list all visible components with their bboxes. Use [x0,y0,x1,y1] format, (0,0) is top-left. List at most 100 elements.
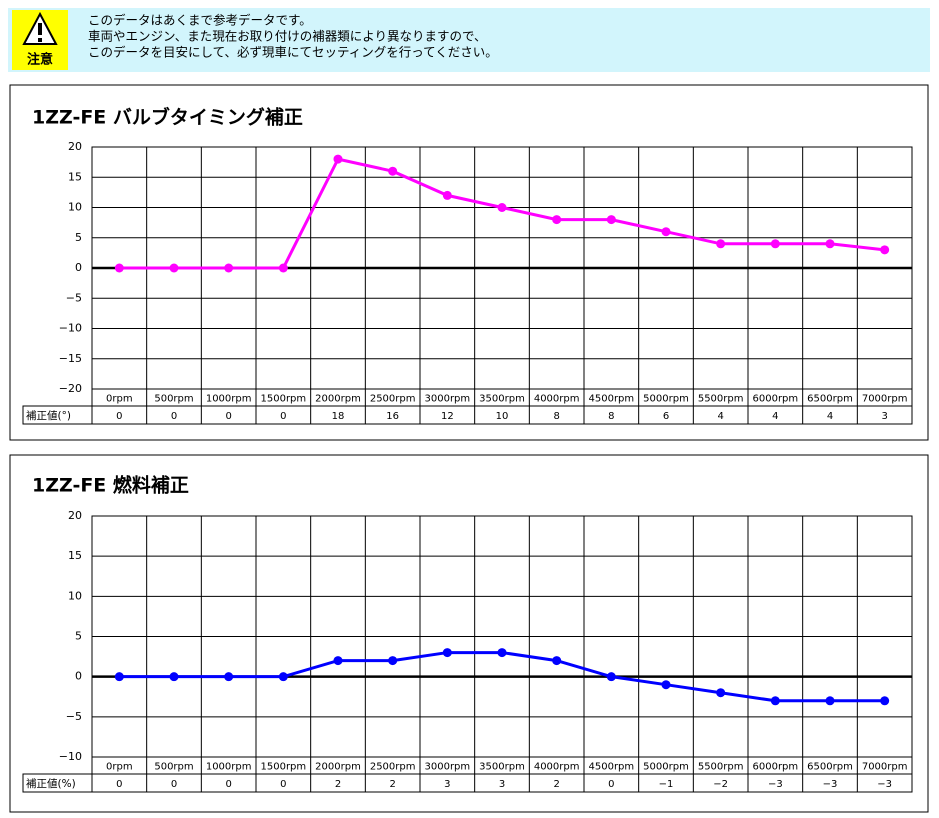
x-tick-label: 6000rpm [753,394,799,405]
data-point [880,245,890,255]
table-value: 4 [717,411,723,422]
table-value: 0 [116,779,122,790]
table-value: 10 [496,411,509,422]
data-point [333,154,343,164]
data-point [224,672,234,682]
table-value: 8 [553,411,559,422]
table-value: 12 [441,411,454,422]
table-value: 0 [116,411,122,422]
data-point [497,648,507,658]
y-tick-label: 20 [68,140,82,153]
y-tick-label: 15 [68,549,82,562]
table-value: 16 [386,411,399,422]
notice-line: このデータを目安にして、必ず現車にてセッティングを行ってください。 [88,45,498,60]
y-tick-label: 5 [75,630,82,643]
y-tick-label: 10 [68,589,82,602]
x-tick-label: 0rpm [106,762,133,773]
data-point [442,648,452,658]
x-tick-label: 4500rpm [589,394,635,405]
data-point [224,263,234,273]
data-point [825,696,835,706]
chart-title: 1ZZ-FE 燃料補正 [32,474,189,497]
data-point [880,696,890,706]
data-point [716,239,726,249]
data-point [497,203,507,212]
x-tick-label: 500rpm [154,762,193,773]
data-point [114,263,124,273]
x-tick-label: 500rpm [154,394,193,405]
notice-label: 注意 [27,52,53,68]
table-value: 0 [171,779,177,790]
data-point [606,672,616,682]
data-point [825,239,835,249]
notice-line: このデータはあくまで参考データです。 [88,13,312,28]
x-tick-label: 2000rpm [315,394,361,405]
table-row-label: 補正値(%) [26,777,76,790]
y-tick-label: −20 [59,382,82,395]
data-point [169,672,179,682]
y-tick-label: −15 [59,352,82,365]
warning-dot [38,38,42,42]
table-value: 0 [225,411,231,422]
table-value: 3 [499,779,505,790]
data-point [169,263,179,273]
y-tick-label: −5 [66,291,82,304]
table-value: 2 [335,779,341,790]
y-tick-label: 0 [75,261,82,274]
table-value: 3 [881,411,887,422]
chart-title: 1ZZ-FE バルブタイミング補正 [32,106,303,129]
y-tick-label: −5 [66,710,82,723]
y-tick-label: 20 [68,509,82,522]
x-tick-label: 1000rpm [206,762,252,773]
x-tick-label: 5500rpm [698,762,744,773]
y-tick-label: 10 [68,201,82,214]
x-tick-label: 5000rpm [643,762,689,773]
x-tick-label: 4000rpm [534,762,580,773]
x-tick-label: 6000rpm [753,762,799,773]
table-value: 0 [280,411,286,422]
warning-mark [38,23,42,35]
table-value: −3 [768,779,783,790]
table-value: 0 [280,779,286,790]
x-tick-label: 3500rpm [479,394,525,405]
y-tick-label: 5 [75,231,82,244]
x-tick-label: 7000rpm [862,762,908,773]
notice-banner [8,8,930,72]
y-tick-label: 15 [68,170,82,183]
x-tick-label: 2500rpm [370,762,416,773]
data-point [552,656,562,666]
x-tick-label: 2500rpm [370,394,416,405]
x-tick-label: 0rpm [106,394,133,405]
y-tick-label: 0 [75,670,82,683]
table-value: 0 [171,411,177,422]
data-point [770,239,780,249]
data-point [661,680,671,690]
data-point [716,688,726,698]
x-tick-label: 1500rpm [261,762,307,773]
table-value: 3 [444,779,450,790]
data-point [114,672,124,682]
y-tick-label: −10 [59,322,82,335]
x-tick-label: 6500rpm [807,394,853,405]
x-tick-label: 3000rpm [425,762,471,773]
x-tick-label: 4000rpm [534,394,580,405]
data-point [661,227,671,237]
x-tick-label: 5500rpm [698,394,744,405]
data-point [278,263,288,273]
table-value: 18 [332,411,345,422]
table-value: 2 [389,779,395,790]
table-value: −3 [823,779,838,790]
x-tick-label: 5000rpm [643,394,689,405]
data-point [770,696,780,706]
data-point [552,215,562,225]
x-tick-label: 7000rpm [862,394,908,405]
table-value: 4 [772,411,778,422]
y-tick-label: −10 [59,750,82,763]
x-tick-label: 3000rpm [425,394,471,405]
x-tick-label: 1000rpm [206,394,252,405]
table-value: 0 [225,779,231,790]
table-value: 2 [553,779,559,790]
table-value: −3 [877,779,892,790]
